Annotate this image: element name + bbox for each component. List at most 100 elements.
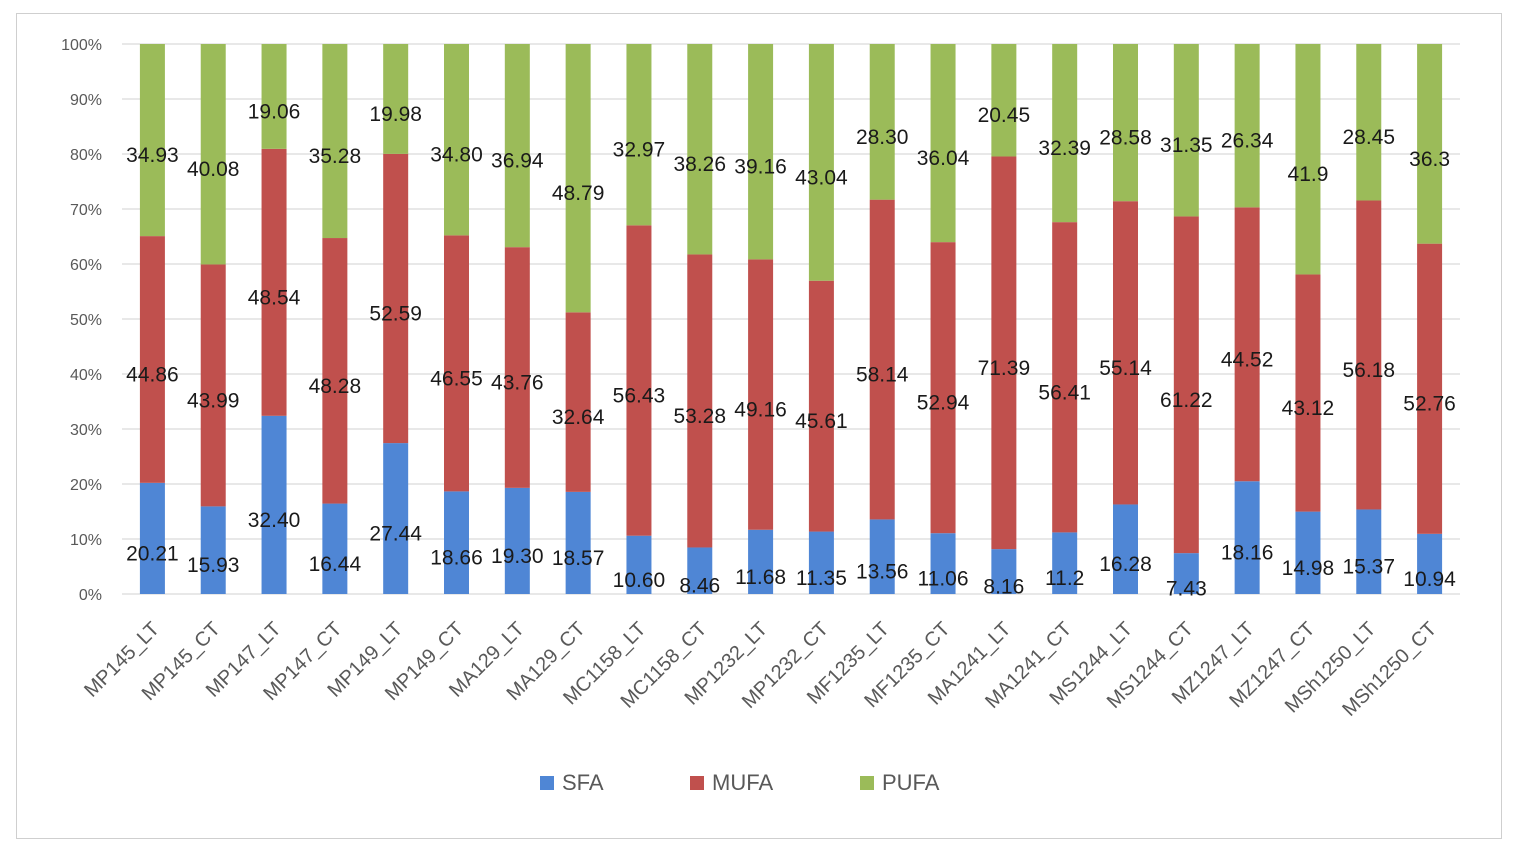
bar-mufa-MP147_LT	[261, 148, 287, 416]
bar-pufa-MP1232_LT	[748, 44, 774, 260]
data-label-pufa: 36.04	[917, 147, 970, 170]
data-label-mufa: 46.55	[430, 367, 483, 390]
bar-mufa-MP147_CT	[322, 238, 348, 504]
legend-item-pufa: PUFA	[860, 770, 940, 795]
data-label-pufa: 38.26	[673, 153, 726, 176]
bar-sfa-MA1241_LT	[991, 549, 1017, 594]
bars	[139, 44, 1443, 594]
bar-sfa-MP145_CT	[200, 506, 226, 594]
chart-frame: 0% 10% 20% 30% 40% 50% 60% 70% 80% 90% 100% 20.21 4…	[16, 13, 1502, 839]
bar-sfa-MP149_LT	[383, 443, 409, 594]
data-label-sfa: 18.57	[552, 547, 605, 570]
bar-pufa-MP149_LT	[383, 44, 409, 154]
bar-pufa-MP145_CT	[200, 44, 226, 265]
data-label-sfa: 16.44	[309, 553, 362, 576]
data-label-pufa: 48.79	[552, 182, 605, 205]
data-label-mufa: 43.76	[491, 372, 544, 395]
data-label-mufa: 52.59	[369, 302, 422, 325]
bar-sfa-MA129_LT	[504, 487, 530, 594]
bar-pufa-MA129_LT	[504, 44, 530, 248]
bar-mufa-MA129_LT	[504, 247, 530, 488]
data-label-sfa: 18.16	[1221, 542, 1274, 565]
bar-sfa-MP145_LT	[139, 482, 165, 594]
bar-pufa-MZ1247_LT	[1234, 44, 1260, 208]
data-label-mufa: 56.41	[1038, 381, 1091, 404]
data-label-pufa: 41.9	[1288, 163, 1329, 186]
bar-mufa-MC1158_CT	[687, 254, 713, 548]
bar-sfa-MZ1247_CT	[1295, 511, 1321, 594]
data-label-pufa: 20.45	[978, 104, 1031, 127]
data-label-mufa: 43.99	[187, 389, 240, 412]
bar-sfa-MSh1250_CT	[1417, 533, 1443, 594]
data-label-sfa: 8.16	[983, 576, 1024, 599]
bar-pufa-MZ1247_CT	[1295, 44, 1321, 275]
data-label-pufa: 26.34	[1221, 130, 1274, 153]
bar-pufa-MP1232_CT	[808, 44, 834, 281]
bar-pufa-MP147_CT	[322, 44, 348, 239]
bar-pufa-MC1158_LT	[626, 44, 652, 226]
bar-sfa-MP149_CT	[444, 491, 469, 594]
data-label-pufa: 36.94	[491, 150, 544, 173]
data-label-pufa: 34.80	[430, 144, 483, 167]
bar-sfa-MF1235_CT	[930, 533, 956, 594]
data-label-sfa: 11.2	[1045, 567, 1084, 590]
legend-swatch	[690, 776, 704, 790]
y-axis-ticks: 0% 10% 20% 30% 40% 50% 60% 70% 80% 90% 100%	[61, 37, 102, 604]
legend-swatch	[540, 776, 554, 790]
legend-label: MUFA	[712, 770, 773, 795]
data-label-sfa: 7.43	[1166, 578, 1207, 601]
bar-mufa-MP1232_CT	[808, 280, 834, 532]
bar-mufa-MZ1247_LT	[1234, 207, 1260, 482]
bar-mufa-MZ1247_CT	[1295, 274, 1321, 512]
bar-mufa-MC1158_LT	[626, 225, 652, 536]
data-label-sfa: 8.46	[679, 575, 720, 598]
data-label-mufa: 53.28	[673, 405, 726, 428]
data-label-mufa: 32.64	[552, 406, 605, 429]
data-label-pufa: 39.16	[734, 156, 787, 179]
legend-swatch	[860, 776, 874, 790]
bar-pufa-MF1235_CT	[930, 44, 956, 243]
bar-sfa-MZ1247_LT	[1234, 481, 1260, 594]
bar-mufa-MS1244_LT	[1113, 201, 1138, 505]
data-label-sfa: 27.44	[369, 523, 422, 546]
bar-sfa-MS1244_LT	[1113, 504, 1138, 594]
data-label-mufa: 48.28	[309, 375, 362, 398]
data-label-mufa: 44.86	[126, 363, 179, 386]
data-label-sfa: 15.37	[1342, 556, 1395, 579]
data-label-sfa: 18.66	[430, 547, 483, 570]
bar-pufa-MS1244_LT	[1113, 44, 1138, 202]
data-label-pufa: 28.30	[856, 126, 909, 149]
data-label-sfa: 10.60	[613, 569, 666, 592]
data-label-pufa: 40.08	[187, 158, 240, 181]
data-label-sfa: 19.30	[491, 545, 544, 568]
bar-pufa-MS1244_CT	[1173, 44, 1199, 217]
data-label-mufa: 52.94	[917, 392, 970, 415]
data-label-pufa: 43.04	[795, 166, 848, 189]
bar-sfa-MSh1250_LT	[1356, 509, 1382, 594]
legend-label: SFA	[562, 770, 604, 795]
data-label-mufa: 56.43	[613, 385, 666, 408]
data-label-sfa: 11.68	[735, 566, 786, 589]
bar-pufa-MP147_LT	[261, 44, 287, 149]
data-label-pufa: 35.28	[309, 145, 362, 168]
bar-sfa-MC1158_CT	[687, 547, 713, 594]
data-label-sfa: 11.06	[918, 568, 969, 591]
bar-mufa-MSh1250_LT	[1356, 200, 1382, 510]
data-label-sfa: 14.98	[1282, 557, 1335, 580]
stacked-percent-bar-chart: 0% 10% 20% 30% 40% 50% 60% 70% 80% 90% 100% 20.21 4…	[61, 37, 1460, 795]
bar-mufa-MP145_CT	[200, 264, 226, 507]
y-tick-label: 60%	[70, 257, 102, 274]
bar-sfa-MF1235_LT	[869, 519, 895, 594]
data-label-sfa: 13.56	[856, 561, 909, 584]
y-tick-label: 10%	[70, 532, 102, 549]
data-label-sfa: 10.94	[1403, 568, 1456, 591]
data-labels: 20.21 44.86 34.93 15.93 43.99 40.08 32.40 48.54…	[126, 100, 1456, 600]
bar-sfa-MP147_CT	[322, 503, 348, 594]
bar-sfa-MA1241_CT	[1052, 532, 1078, 594]
data-label-sfa: 20.21	[126, 542, 179, 565]
data-label-sfa: 15.93	[187, 554, 240, 577]
data-label-mufa: 45.61	[795, 410, 848, 433]
bar-sfa-MC1158_LT	[626, 535, 652, 594]
data-label-pufa: 28.58	[1099, 127, 1152, 150]
bar-sfa-MP1232_LT	[748, 529, 774, 594]
